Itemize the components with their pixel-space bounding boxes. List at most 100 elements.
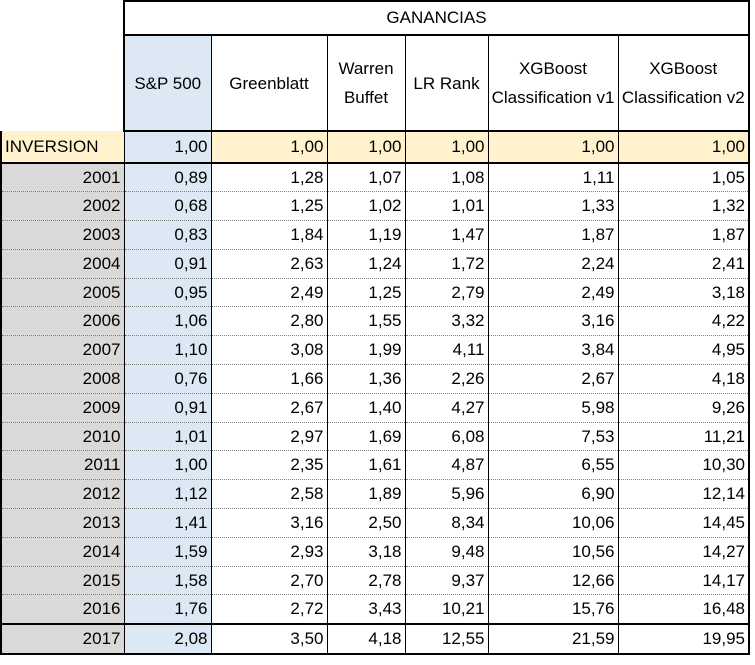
corner-cell xyxy=(1,35,124,131)
value-cell: 2,49 xyxy=(211,278,328,308)
table-row: 2007 1,10 3,08 1,99 4,11 3,84 4,95 xyxy=(0,335,750,366)
value-cell: 1,84 xyxy=(211,220,328,250)
table-row: 2010 1,01 2,97 1,69 6,08 7,53 11,21 xyxy=(0,422,750,452)
value-cell: 3,84 xyxy=(488,335,619,366)
value-cell: 1,25 xyxy=(327,278,406,308)
value-cell: 1,59 xyxy=(124,537,212,567)
row-label-year: 2008 xyxy=(0,364,125,394)
value-cell: 8,34 xyxy=(405,508,489,538)
value-cell: 1,33 xyxy=(488,191,619,222)
value-cell: 1,47 xyxy=(405,220,489,250)
value-cell: 12,55 xyxy=(405,622,489,655)
value-cell: 1,87 xyxy=(618,220,750,250)
value-cell: 3,50 xyxy=(211,622,328,655)
value-cell: 3,18 xyxy=(327,537,406,567)
row-label-year: 2015 xyxy=(0,566,125,596)
value-cell: 2,67 xyxy=(488,364,619,394)
row-label-year: 2014 xyxy=(0,537,125,567)
table-row: 2006 1,06 2,80 1,55 3,32 3,16 4,22 xyxy=(0,306,750,337)
value-cell: 3,16 xyxy=(211,508,328,538)
value-cell: 3,32 xyxy=(405,306,489,337)
table-row: 2016 1,76 2,72 3,43 10,21 15,76 16,48 xyxy=(0,594,750,625)
table-row: 2003 0,83 1,84 1,19 1,47 1,87 1,87 xyxy=(0,220,750,250)
value-cell: 4,27 xyxy=(405,393,489,423)
table-row: 2013 1,41 3,16 2,50 8,34 10,06 14,45 xyxy=(0,508,750,538)
value-cell: 2,49 xyxy=(488,278,619,308)
value-cell: 0,68 xyxy=(124,191,212,222)
row-label-year: 2005 xyxy=(0,278,125,308)
row-label-year: 2009 xyxy=(0,393,125,423)
row-label-year: 2006 xyxy=(0,306,125,337)
table-row: 2002 0,68 1,25 1,02 1,01 1,33 1,32 xyxy=(0,191,750,222)
value-cell: 1,00 xyxy=(124,450,212,481)
table-row: 2012 1,12 2,58 1,89 5,96 6,90 12,14 xyxy=(0,479,750,510)
column-header-xgboost-v1: XGBoost Classification v1 xyxy=(487,35,619,132)
row-label-year: 2010 xyxy=(0,422,125,452)
value-cell: 4,18 xyxy=(327,622,406,655)
value-cell: 5,98 xyxy=(488,393,619,423)
value-cell: 1,61 xyxy=(327,450,406,481)
value-cell: 1,25 xyxy=(211,191,328,222)
value-cell: 1,00 xyxy=(327,131,406,164)
value-cell: 6,55 xyxy=(488,450,619,481)
value-cell: 2,08 xyxy=(124,622,212,655)
value-cell: 1,01 xyxy=(124,422,212,452)
value-cell: 0,91 xyxy=(124,249,212,279)
value-cell: 1,00 xyxy=(488,131,619,164)
value-cell: 6,90 xyxy=(488,479,619,510)
value-cell: 2,50 xyxy=(327,508,406,538)
value-cell: 2,58 xyxy=(211,479,328,510)
value-cell: 1,07 xyxy=(327,163,406,193)
table-row: 2015 1,58 2,70 2,78 9,37 12,66 14,17 xyxy=(0,566,750,596)
header-row: S&P 500 Greenblatt Warren Buffet LR Rank… xyxy=(1,35,750,132)
value-cell: 2,63 xyxy=(211,249,328,279)
table-row: 2004 0,91 2,63 1,24 1,72 2,24 2,41 xyxy=(0,249,750,279)
value-cell: 1,05 xyxy=(618,163,750,193)
row-label-year: 2001 xyxy=(0,163,125,193)
value-cell: 2,78 xyxy=(327,566,406,596)
value-cell: 3,08 xyxy=(211,335,328,366)
title-row: GANANCIAS xyxy=(1,0,750,36)
table-row: 2009 0,91 2,67 1,40 4,27 5,98 9,26 xyxy=(0,393,750,423)
value-cell: 1,11 xyxy=(488,163,619,193)
value-cell: 3,16 xyxy=(488,306,619,337)
value-cell: 0,83 xyxy=(124,220,212,250)
value-cell: 1,10 xyxy=(124,335,212,366)
value-cell: 4,87 xyxy=(405,450,489,481)
row-label-year: 2017 xyxy=(0,622,125,655)
value-cell: 1,06 xyxy=(124,306,212,337)
value-cell: 0,89 xyxy=(124,163,212,193)
table-row: 2001 0,89 1,28 1,07 1,08 1,11 1,05 xyxy=(0,163,750,193)
column-header-xgboost-v2: XGBoost Classification v2 xyxy=(617,35,750,132)
table-row: 2011 1,00 2,35 1,61 4,87 6,55 10,30 xyxy=(0,450,750,481)
value-cell: 1,00 xyxy=(211,131,328,164)
value-cell: 14,27 xyxy=(618,537,750,567)
value-cell: 2,79 xyxy=(405,278,489,308)
value-cell: 1,89 xyxy=(327,479,406,510)
value-cell: 1,00 xyxy=(405,131,489,164)
value-cell: 1,69 xyxy=(327,422,406,452)
value-cell: 1,66 xyxy=(211,364,328,394)
column-header-greenblatt: Greenblatt xyxy=(210,35,328,132)
value-cell: 4,22 xyxy=(618,306,750,337)
row-label-year: 2011 xyxy=(0,450,125,481)
value-cell: 3,18 xyxy=(618,278,750,308)
value-cell: 1,02 xyxy=(327,191,406,222)
value-cell: 2,35 xyxy=(211,450,328,481)
value-cell: 2,24 xyxy=(488,249,619,279)
value-cell: 11,21 xyxy=(618,422,750,452)
value-cell: 1,28 xyxy=(211,163,328,193)
value-cell: 4,18 xyxy=(618,364,750,394)
value-cell: 1,55 xyxy=(327,306,406,337)
value-cell: 2,26 xyxy=(405,364,489,394)
value-cell: 3,43 xyxy=(327,594,406,625)
value-cell: 12,14 xyxy=(618,479,750,510)
value-cell: 1,00 xyxy=(618,131,750,164)
value-cell: 1,32 xyxy=(618,191,750,222)
value-cell: 10,06 xyxy=(488,508,619,538)
row-label-inversion: INVERSION xyxy=(0,131,125,164)
value-cell: 1,99 xyxy=(327,335,406,366)
row-label-year: 2007 xyxy=(0,335,125,366)
value-cell: 9,48 xyxy=(405,537,489,567)
value-cell: 1,87 xyxy=(488,220,619,250)
